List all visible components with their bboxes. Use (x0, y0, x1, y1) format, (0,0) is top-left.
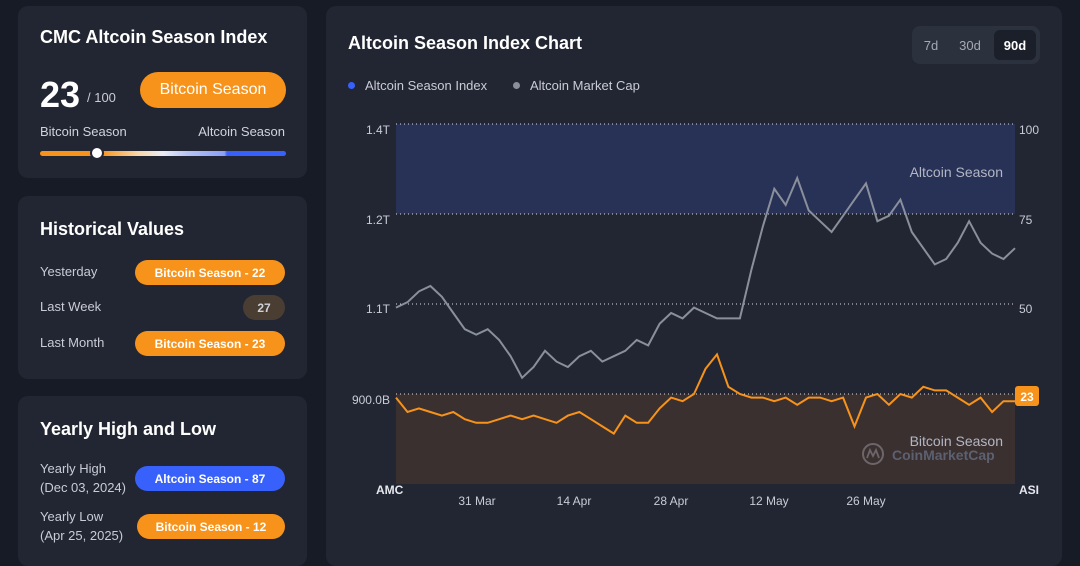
legend-dot-icon (513, 82, 520, 89)
x-axis-tick: 12 May (749, 494, 788, 508)
right-axis-tick: 75 (1019, 213, 1033, 227)
index-score-max: / 100 (87, 90, 116, 105)
altcoin-season-zone (396, 124, 1015, 214)
coinmarketcap-logo-icon (862, 443, 884, 465)
season-index-chart[interactable]: 1.4T 1.2T 1.1T 900.0B 100 75 50 AMC ASI … (326, 6, 1062, 566)
yearly-title: Yearly High and Low (40, 419, 217, 439)
history-row-label: Last Week (40, 299, 102, 314)
legend-label: Altcoin Season Index (365, 78, 488, 93)
altcoin-season-zone-label: Altcoin Season (910, 164, 1003, 180)
history-row-label: Yesterday (40, 264, 98, 279)
index-score: 23 (40, 74, 81, 115)
range-30d-button[interactable]: 30d (959, 37, 981, 53)
current-value-label: 23 (1020, 390, 1034, 404)
bitcoin-season-zone-label: Bitcoin Season (910, 433, 1003, 449)
legend-label: Altcoin Market Cap (530, 78, 640, 93)
series-line-altcoin-season-index (395, 352, 1015, 435)
time-range-selector: 7d 30d 90d (912, 26, 1040, 64)
gauge-right-label: Altcoin Season (198, 124, 285, 139)
bitcoin-season-zone (396, 394, 1015, 484)
range-7d-button[interactable]: 7d (923, 37, 939, 53)
history-row-value: 27 (243, 295, 285, 320)
left-axis-tick: 900.0B (352, 393, 390, 407)
chart-card: Altcoin Season Index Chart 7d 30d 90d Al… (326, 6, 1062, 566)
left-axis-tick: 1.2T (366, 213, 391, 227)
yearly-low-date: (Apr 25, 2025) (40, 528, 124, 543)
historical-values-card: Historical Values Yesterday Bitcoin Seas… (18, 196, 307, 379)
index-card: CMC Altcoin Season Index 23 / 100 Bitcoi… (18, 6, 307, 178)
range-90d-button[interactable]: 90d (994, 30, 1036, 60)
history-row-value: Bitcoin Season - 23 (135, 331, 285, 356)
season-gauge-knob (89, 146, 104, 160)
historical-values-title: Historical Values (40, 219, 185, 239)
right-axis-tick: 50 (1019, 302, 1033, 316)
current-value-badge (1015, 386, 1039, 406)
left-axis-tick: 1.4T (366, 123, 391, 137)
chart-title: Altcoin Season Index Chart (348, 33, 583, 53)
x-axis-tick: 26 May (846, 494, 885, 508)
season-gauge-bar (40, 151, 286, 156)
history-row-label: Last Month (40, 335, 105, 350)
right-axis-tick: 100 (1019, 123, 1039, 137)
gauge-left-label: Bitcoin Season (40, 124, 127, 139)
legend-dot-icon (348, 82, 355, 89)
index-card-title: CMC Altcoin Season Index (40, 27, 268, 47)
x-axis-start-label: AMC (376, 483, 404, 497)
season-status-badge: Bitcoin Season (140, 72, 286, 108)
yearly-high-date: (Dec 03, 2024) (40, 480, 126, 495)
watermark-text: CoinMarketCap (892, 447, 995, 463)
yearly-low-label: Yearly Low (40, 509, 104, 524)
x-axis-tick: 31 Mar (458, 494, 495, 508)
history-row-value: Bitcoin Season - 22 (135, 260, 285, 285)
legend-item-market-cap[interactable]: Altcoin Market Cap (513, 78, 640, 93)
yearly-high-label: Yearly High (40, 461, 107, 476)
yearly-high-low-card: Yearly High and Low Yearly High (Dec 03,… (18, 396, 307, 566)
series-line-altcoin-market-cap (395, 175, 1016, 380)
legend-item-altcoin-index[interactable]: Altcoin Season Index (348, 78, 487, 93)
x-axis-tick: 14 Apr (557, 494, 592, 508)
x-axis-end-label: ASI (1019, 483, 1039, 497)
x-axis-tick: 28 Apr (654, 494, 689, 508)
yearly-low-value: Bitcoin Season - 12 (137, 514, 285, 539)
left-axis-tick: 1.1T (366, 302, 391, 316)
yearly-high-value: Altcoin Season - 87 (135, 466, 285, 491)
